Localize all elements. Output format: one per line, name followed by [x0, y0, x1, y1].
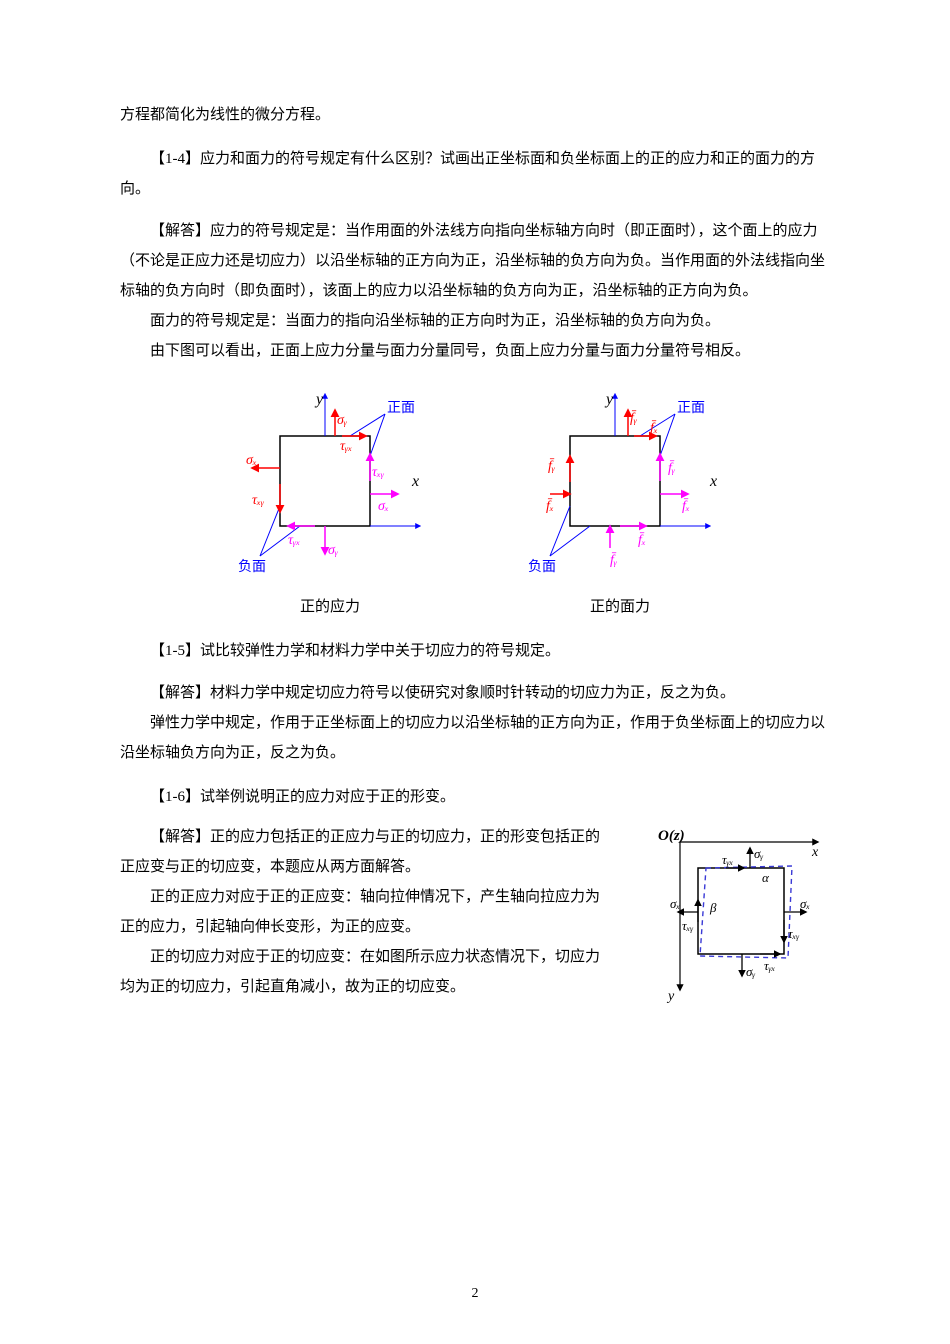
answer-1-6-p3: 正的切应力对应于正的切应变：在如图所示应力状态情况下，切应力均为正的切应力，引起… [120, 942, 610, 1002]
neg-face-label-2: 负面 [528, 559, 556, 575]
y-axis-label-2: y [604, 391, 614, 408]
sigma-y-top: σᵧ [754, 846, 763, 861]
answer-1-4: 【解答】应力的符号规定是：当作用面的外法线方向指向坐标轴方向时（即正面时），这个… [120, 216, 830, 366]
answer-1-6-p1: 【解答】正的应力包括正的正应力与正的切应力，正的形变包括正的正应变与正的切应变，… [120, 822, 610, 882]
y-axis-label: y [314, 391, 324, 408]
answer-1-4-p1: 【解答】应力的符号规定是：当作用面的外法线方向指向坐标轴方向时（即正面时），这个… [120, 216, 830, 306]
figure-stress: y x 正面 负面 σₓ τₓᵧ σᵧ τᵧₓ [220, 386, 440, 622]
figure-row-1-4: y x 正面 负面 σₓ τₓᵧ σᵧ τᵧₓ [120, 386, 830, 622]
fy-right: f̄ᵧ [668, 460, 676, 476]
neg-face-label: 负面 [238, 559, 266, 575]
page-number: 2 [0, 1280, 950, 1308]
answer-1-4-p2: 面力的符号规定是：当面力的指向沿坐标轴的正方向时为正，沿坐标轴的负方向为负。 [120, 306, 830, 336]
tau-yx-neg: τᵧₓ [288, 533, 300, 548]
fy-top: f̄ᵧ [630, 410, 638, 426]
tau-xy-neg: τₓᵧ [252, 493, 265, 508]
figure-1-6: O(z) x y α β σᵧ τᵧₓ σₓ [630, 822, 830, 1012]
fx-left: f̄ₓ [546, 498, 554, 514]
fx-right: f̄ₓ [682, 498, 690, 514]
x-axis-label-3: x [811, 845, 819, 860]
fy-left: f̄ᵧ [548, 458, 556, 474]
pos-face-label: 正面 [387, 401, 415, 416]
tau-xy-left: τₓᵧ [682, 918, 693, 933]
answer-1-5-p2: 弹性力学中规定，作用于正坐标面上的切应力以沿坐标轴的正方向为正，作用于负坐标面上… [120, 708, 830, 768]
answer-1-6-p2: 正的正应力对应于正的正应变：轴向拉伸情况下，产生轴向拉应力为正的应力，引起轴向伸… [120, 882, 610, 942]
sigma-x-left: σₓ [670, 896, 680, 911]
tau-yx-pos: τᵧₓ [340, 439, 352, 454]
stress-diagram: y x 正面 负面 σₓ τₓᵧ σᵧ τᵧₓ [220, 386, 440, 586]
x-axis-label-2: x [709, 473, 717, 490]
y-axis-label-3: y [666, 989, 675, 1004]
sigma-y-neg: σᵧ [328, 543, 339, 558]
pos-face-label-2: 正面 [677, 401, 705, 416]
surface-force-caption: 正的面力 [590, 592, 650, 622]
beta-label: β [709, 900, 717, 915]
tau-xy-pos: τₓᵧ [372, 465, 385, 480]
answer-1-4-p3: 由下图可以看出，正面上应力分量与面力分量同号，负面上应力分量与面力分量符号相反。 [120, 336, 830, 366]
sigma-y-bottom: σᵧ [746, 964, 755, 979]
sigma-x-pos: σₓ [378, 499, 389, 514]
stress-caption: 正的应力 [300, 592, 360, 622]
fy-bottom: f̄ᵧ [610, 552, 618, 568]
question-1-5: 【1-5】试比较弹性力学和材料力学中关于切应力的符号规定。 [120, 636, 830, 666]
question-1-6: 【1-6】试举例说明正的应力对应于正的形变。 [120, 782, 830, 812]
strain-diagram: O(z) x y α β σᵧ τᵧₓ σₓ [630, 822, 830, 1012]
surface-force-diagram: y x 正面 负面 f̄ₓ f̄ᵧ f̄ᵧ f̄ₓ [510, 386, 730, 586]
tau-yx-top: τᵧₓ [722, 852, 734, 867]
figure-surface-force: y x 正面 负面 f̄ₓ f̄ᵧ f̄ᵧ f̄ₓ [510, 386, 730, 622]
fx-top: f̄ₓ [650, 420, 658, 436]
answer-1-5-p1: 【解答】材料力学中规定切应力符号以使研究对象顺时针转动的切应力为正，反之为负。 [120, 678, 830, 708]
tau-yx-bottom: τᵧₓ [764, 958, 776, 973]
sigma-y-pos: σᵧ [337, 413, 348, 428]
document-page: 方程都简化为线性的微分方程。 【1-4】应力和面力的符号规定有什么区别？试画出正… [0, 0, 950, 1344]
alpha-label: α [762, 870, 770, 885]
continuation-line: 方程都简化为线性的微分方程。 [120, 100, 830, 130]
answer-1-6-text: 【解答】正的应力包括正的正应力与正的切应力，正的形变包括正的正应变与正的切应变，… [120, 822, 610, 1002]
tau-xy-right: τₓᵧ [788, 926, 799, 941]
x-axis-label: x [411, 473, 419, 490]
sigma-x-right: σₓ [800, 896, 810, 911]
answer-1-5: 【解答】材料力学中规定切应力符号以使研究对象顺时针转动的切应力为正，反之为负。 … [120, 678, 830, 768]
answer-1-6-layout: 【解答】正的应力包括正的正应力与正的切应力，正的形变包括正的正应变与正的切应变，… [120, 822, 830, 1012]
sigma-x-neg: σₓ [246, 453, 257, 468]
question-1-4: 【1-4】应力和面力的符号规定有什么区别？试画出正坐标面和负坐标面上的正的应力和… [120, 144, 830, 204]
fx-bottom: f̄ₓ [638, 532, 646, 548]
